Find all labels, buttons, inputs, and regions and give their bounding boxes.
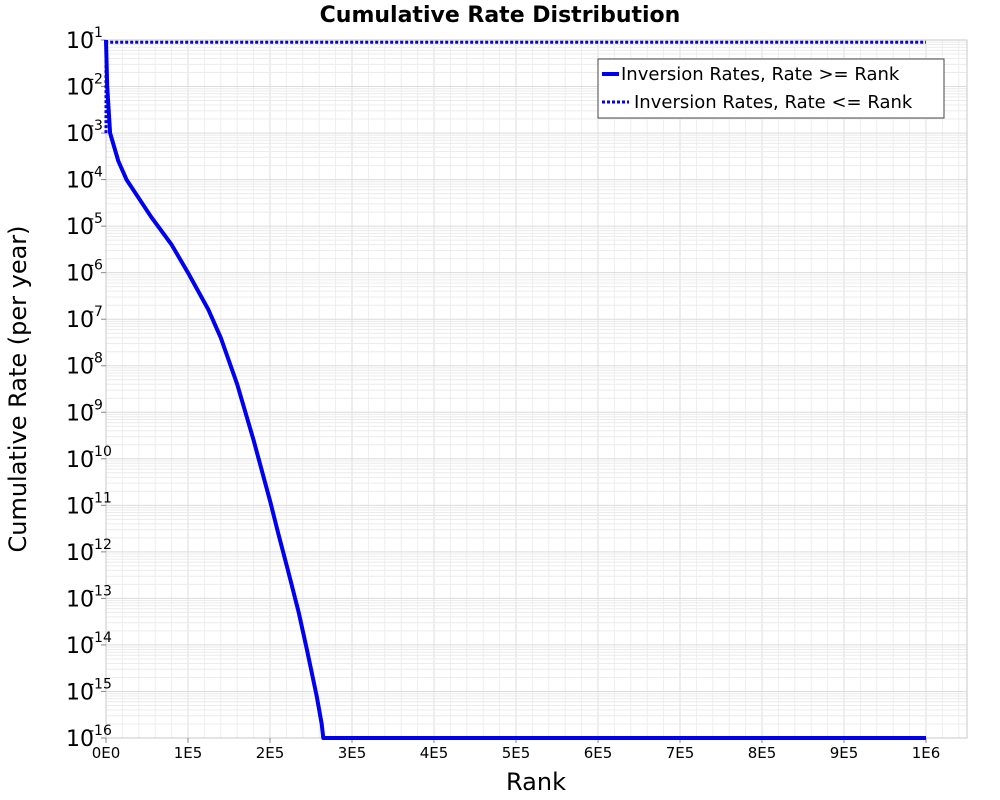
y-tick-exponent: -4 (89, 165, 103, 181)
y-tick-label: 10 (66, 262, 94, 287)
y-tick-label: 10 (66, 634, 94, 659)
y-tick-label: 10 (66, 308, 94, 333)
y-tick-exponent: -10 (89, 444, 112, 460)
y-tick-label: 10 (66, 76, 94, 101)
y-tick-label: 10 (66, 169, 94, 194)
y-axis-label: Cumulative Rate (per year) (4, 225, 32, 552)
y-tick-label: 10 (66, 355, 94, 380)
x-tick-label: 1E6 (912, 744, 941, 762)
x-tick-label: 6E5 (584, 744, 613, 762)
y-tick-label: 10 (66, 215, 94, 240)
chart-title: Cumulative Rate Distribution (320, 3, 681, 28)
legend-label-rate-ge-rank: Inversion Rates, Rate >= Rank (621, 64, 900, 85)
y-tick-exponent: -13 (89, 583, 112, 599)
y-tick-exponent: -12 (89, 537, 112, 553)
x-axis-label: Rank (506, 768, 566, 796)
y-tick-label: 10 (66, 727, 94, 752)
x-tick-label: 0E0 (92, 744, 121, 762)
y-tick-label: 10 (66, 122, 94, 147)
y-tick-exponent: -9 (89, 397, 103, 413)
y-tick-exponent: -2 (89, 72, 103, 88)
legend-label-rate-le-rank: Inversion Rates, Rate <= Rank (634, 92, 913, 113)
series-line-rate-ge-rank (104, 39, 926, 740)
y-tick-label: 10 (66, 29, 94, 54)
y-tick-exponent: -15 (89, 676, 112, 692)
x-tick-label: 5E5 (502, 744, 531, 762)
x-tick-label: 9E5 (830, 744, 859, 762)
series-line-rate-le-rank (104, 40, 926, 134)
x-tick-label: 8E5 (748, 744, 777, 762)
legend: Inversion Rates, Rate >= Rank Inversion … (597, 58, 945, 119)
y-tick-exponent: -11 (89, 490, 112, 506)
y-tick-exponent: -14 (89, 630, 112, 646)
y-tick-label: 10 (66, 448, 94, 473)
y-tick-exponent: -1 (89, 25, 103, 41)
y-tick-exponent: -5 (89, 211, 103, 227)
x-tick-label: 7E5 (666, 744, 695, 762)
x-tick-label: 1E5 (174, 744, 203, 762)
y-tick-label: 10 (66, 680, 94, 705)
x-tick-label: 4E5 (420, 744, 449, 762)
y-tick-exponent: -3 (89, 118, 103, 134)
y-tick-exponent: -6 (89, 258, 103, 274)
legend-box (597, 58, 945, 119)
y-tick-exponent: -16 (89, 723, 112, 739)
y-axis-ticks: 10-110-210-310-410-510-610-710-810-910-1… (66, 25, 112, 752)
y-tick-exponent: -7 (89, 304, 103, 320)
x-axis-ticks: 0E0 1E5 2E5 3E5 4E5 5E5 6E5 7E5 8E5 9E5 1E6 (92, 738, 941, 762)
y-tick-label: 10 (66, 587, 94, 612)
y-tick-label: 10 (66, 401, 94, 426)
x-tick-label: 2E5 (256, 744, 285, 762)
x-tick-label: 3E5 (338, 744, 367, 762)
y-tick-label: 10 (66, 494, 94, 519)
series-layer (104, 39, 926, 740)
y-tick-label: 10 (66, 541, 94, 566)
y-tick-exponent: -8 (89, 351, 103, 367)
